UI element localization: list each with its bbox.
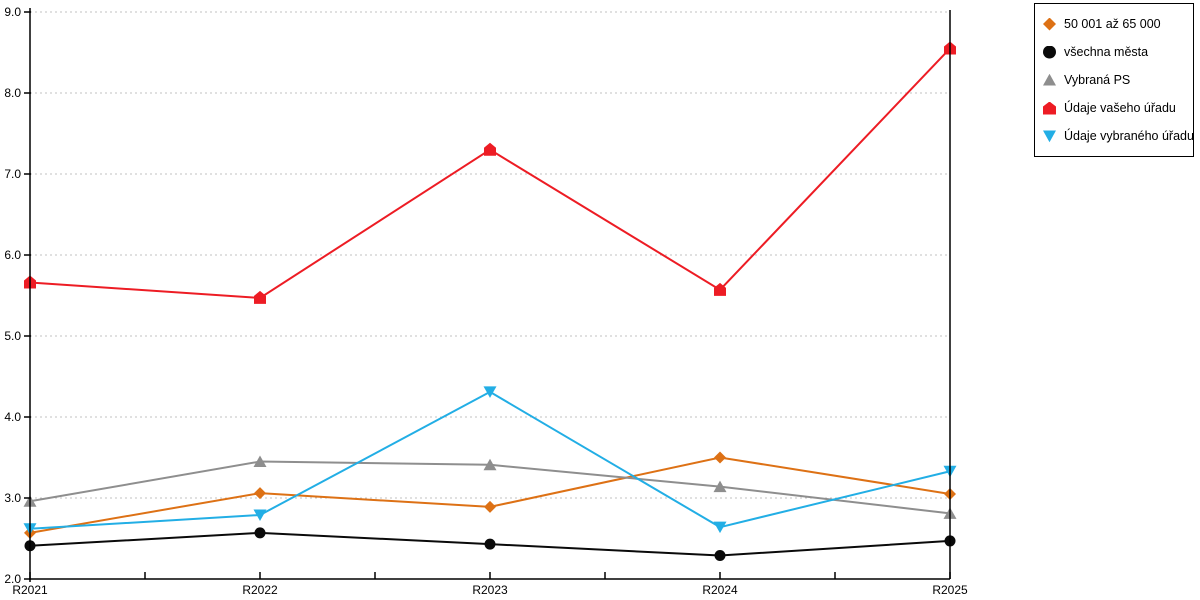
pentagon-marker-icon [1043, 101, 1056, 115]
circle-marker-icon [1043, 45, 1056, 59]
x-tick-label: R2024 [702, 583, 738, 597]
y-tick-label: 2.0 [4, 572, 21, 586]
legend-label: 50 001 až 65 000 [1064, 17, 1161, 31]
gridlines [30, 11, 950, 499]
axes: 2.0 3.0 4.0 5.0 6.0 7.0 8.0 9.0 R2021 R2022 R2023 R… [4, 5, 968, 597]
y-tick-label: 8.0 [4, 86, 21, 100]
x-tick-label: R2023 [472, 583, 508, 597]
legend-label: Údaje vašeho úřadu [1064, 101, 1176, 115]
diamond-marker-icon [1043, 17, 1056, 31]
series-line [29, 47, 951, 299]
y-tick-label: 5.0 [4, 329, 21, 343]
legend-item: Údaje vybraného úřadu [1043, 122, 1194, 150]
series-group [23, 41, 957, 562]
legend-label: Údaje vybraného úřadu [1064, 129, 1194, 143]
y-tick-label: 3.0 [4, 491, 21, 505]
legend-item: všechna města [1043, 38, 1185, 66]
x-tick-label: R2021 [12, 583, 48, 597]
y-tick-label: 9.0 [4, 5, 21, 19]
legend: 50 001 až 65 000 všechna města Vybraná P… [1034, 3, 1194, 157]
legend-item: Údaje vašeho úřadu [1043, 94, 1185, 122]
triangle-down-marker-icon [1043, 130, 1056, 143]
legend-label: všechna města [1064, 45, 1149, 59]
x-tick-label: R2025 [932, 583, 968, 597]
legend-item: Vybraná PS [1043, 66, 1185, 94]
legend-label: Vybraná PS [1064, 73, 1131, 87]
series-1 [24, 527, 956, 562]
series-3 [24, 41, 956, 304]
x-tick-label: R2022 [242, 583, 278, 597]
y-tick-label: 7.0 [4, 167, 21, 181]
y-tick-label: 6.0 [4, 248, 21, 262]
series-2 [23, 455, 957, 519]
legend-item: 50 001 až 65 000 [1043, 10, 1185, 38]
triangle-up-marker-icon [1043, 73, 1056, 86]
y-tick-label: 4.0 [4, 410, 21, 424]
